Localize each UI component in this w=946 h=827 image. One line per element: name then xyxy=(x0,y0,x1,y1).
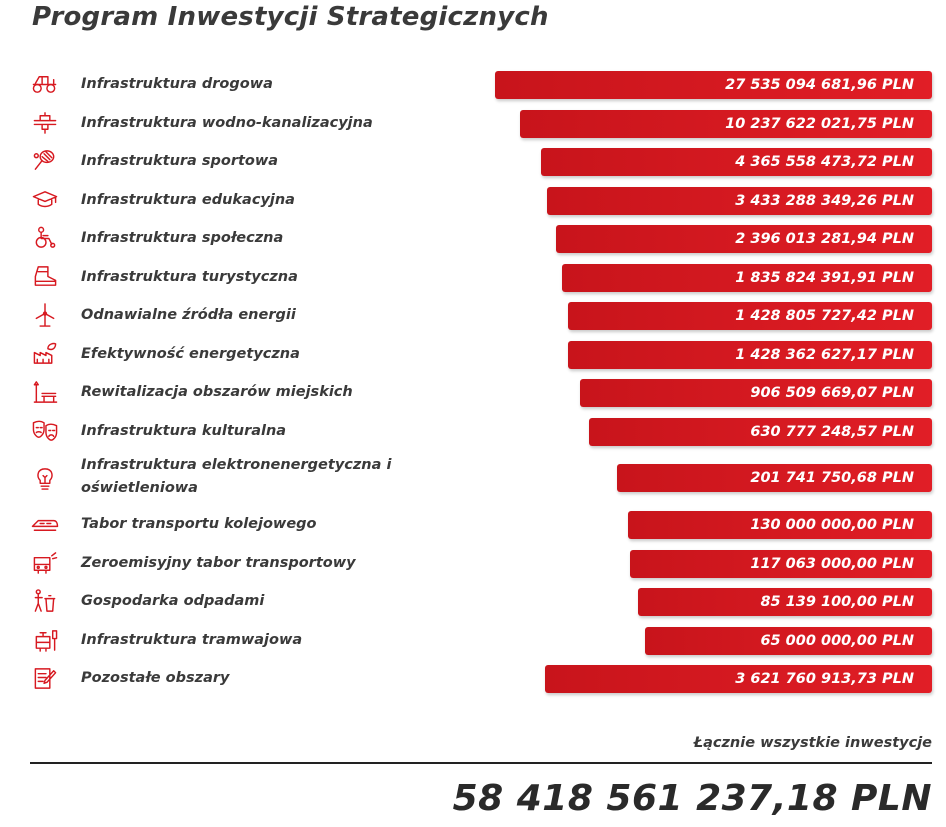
bar-row: Infrastruktura elektronenergetyczna i oś… xyxy=(0,457,946,496)
street-lamp-bench-icon xyxy=(30,379,60,405)
bar: 1 428 805 727,42 PLN xyxy=(568,302,932,330)
wheelchair-icon xyxy=(30,225,60,251)
total-value: 58 418 561 237,18 PLN xyxy=(452,778,932,819)
bar-row: Infrastruktura społeczna 2 396 013 281,94… xyxy=(0,224,946,254)
category-label: Odnawialne źródła energii xyxy=(81,307,296,323)
bar: 906 509 669,07 PLN xyxy=(580,379,932,407)
category-label: Infrastruktura turystyczna xyxy=(81,269,298,285)
category-label: Infrastruktura wodno-kanalizacyjna xyxy=(81,115,373,131)
bar-value-label: 3 621 760 913,73 PLN xyxy=(735,671,914,687)
bar: 1 835 824 391,91 PLN xyxy=(562,264,932,292)
bar: 65 000 000,00 PLN xyxy=(645,627,932,655)
bar-value-label: 10 237 622 021,75 PLN xyxy=(725,116,914,132)
bar-value-label: 201 741 750,68 PLN xyxy=(750,470,914,486)
bar-row: Infrastruktura tramwajowa 65 000 000,00 P… xyxy=(0,626,946,656)
category-label: Zeroemisyjny tabor transportowy xyxy=(81,555,356,571)
bar-value-label: 27 535 094 681,96 PLN xyxy=(725,77,914,93)
category-label: Infrastruktura drogowa xyxy=(81,76,273,92)
bar-value-label: 85 139 100,00 PLN xyxy=(760,594,914,610)
bar-value-label: 130 000 000,00 PLN xyxy=(750,517,914,533)
bar-value-label: 1 835 824 391,91 PLN xyxy=(735,270,914,286)
bar: 4 365 558 473,72 PLN xyxy=(541,148,932,176)
bar: 85 139 100,00 PLN xyxy=(638,588,932,616)
bar: 27 535 094 681,96 PLN xyxy=(495,71,932,99)
bar-value-label: 906 509 669,07 PLN xyxy=(750,385,914,401)
category-label: Infrastruktura tramwajowa xyxy=(81,632,303,648)
train-icon xyxy=(30,511,60,537)
category-label: Rewitalizacja obszarów miejskich xyxy=(81,384,353,400)
hiking-boot-icon xyxy=(30,264,60,290)
factory-leaf-icon xyxy=(30,341,60,367)
category-label: Infrastruktura sportowa xyxy=(81,153,279,169)
bar-value-label: 65 000 000,00 PLN xyxy=(760,633,914,649)
bar-row: Infrastruktura kulturalna 630 777 248,57 … xyxy=(0,417,946,447)
bar: 201 741 750,68 PLN xyxy=(617,464,932,492)
bar-row: Infrastruktura drogowa 27 535 094 681,96 … xyxy=(0,70,946,100)
bar-row: Pozostałe obszary 3 621 760 913,73 PLN xyxy=(0,664,946,694)
category-label: Infrastruktura społeczna xyxy=(81,230,284,246)
bus-icon xyxy=(30,550,60,576)
water-pipe-icon xyxy=(30,110,60,136)
wind-turbine-icon xyxy=(30,302,60,328)
bar-row: Odnawialne źródła energii 1 428 805 727,4… xyxy=(0,301,946,331)
bar: 3 433 288 349,26 PLN xyxy=(547,187,932,215)
category-label: Efektywność energetyczna xyxy=(81,346,300,362)
bar-row: Infrastruktura turystyczna 1 835 824 391,… xyxy=(0,263,946,293)
bar-row: Rewitalizacja obszarów miejskich 906 509 … xyxy=(0,378,946,408)
category-label: Pozostałe obszary xyxy=(81,670,230,686)
bar-row: Infrastruktura sportowa 4 365 558 473,72 … xyxy=(0,147,946,177)
bar: 10 237 622 021,75 PLN xyxy=(520,110,932,138)
bar-value-label: 2 396 013 281,94 PLN xyxy=(735,231,914,247)
bar-row: Gospodarka odpadami 85 139 100,00 PLN xyxy=(0,587,946,617)
bar-value-label: 1 428 362 627,17 PLN xyxy=(735,347,914,363)
bar-row: Efektywność energetyczna 1 428 362 627,17… xyxy=(0,340,946,370)
category-label: Gospodarka odpadami xyxy=(81,593,265,609)
tennis-racket-icon xyxy=(30,148,60,174)
bar-chart: Infrastruktura drogowa 27 535 094 681,96 … xyxy=(0,70,946,694)
document-pencil-icon xyxy=(30,665,60,691)
category-label: Infrastruktura elektronenergetyczna i oś… xyxy=(81,457,392,496)
tractor-icon xyxy=(30,71,60,97)
theater-masks-icon xyxy=(30,418,60,444)
bar-value-label: 4 365 558 473,72 PLN xyxy=(735,154,914,170)
bar: 117 063 000,00 PLN xyxy=(630,550,932,578)
bar-value-label: 3 433 288 349,26 PLN xyxy=(735,193,914,209)
bar-value-label: 117 063 000,00 PLN xyxy=(750,556,914,572)
bar-value-label: 1 428 805 727,42 PLN xyxy=(735,308,914,324)
bar: 2 396 013 281,94 PLN xyxy=(556,225,932,253)
bar-row: Infrastruktura edukacyjna 3 433 288 349,2… xyxy=(0,186,946,216)
bar: 3 621 760 913,73 PLN xyxy=(545,665,932,693)
waste-bin-person-icon xyxy=(30,588,60,614)
bar-row: Infrastruktura wodno-kanalizacyjna 10 237… xyxy=(0,109,946,139)
total-divider xyxy=(30,762,932,764)
bar-value-label: 630 777 248,57 PLN xyxy=(750,424,914,440)
bar: 130 000 000,00 PLN xyxy=(628,511,932,539)
light-bulb-icon xyxy=(30,465,60,491)
category-label: Infrastruktura kulturalna xyxy=(81,423,287,439)
graduation-cap-icon xyxy=(30,187,60,213)
bar: 1 428 362 627,17 PLN xyxy=(568,341,932,369)
total-label: Łącznie wszystkie inwestycje xyxy=(693,735,932,751)
category-label: Tabor transportu kolejowego xyxy=(81,516,317,532)
bar: 630 777 248,57 PLN xyxy=(589,418,932,446)
chart-title: Program Inwestycji Strategicznych xyxy=(32,2,549,32)
category-label: Infrastruktura edukacyjna xyxy=(81,192,295,208)
bar-row: Tabor transportu kolejowego 130 000 000,0… xyxy=(0,510,946,540)
tram-icon xyxy=(30,627,60,653)
bar-row: Zeroemisyjny tabor transportowy 117 063 0… xyxy=(0,549,946,579)
